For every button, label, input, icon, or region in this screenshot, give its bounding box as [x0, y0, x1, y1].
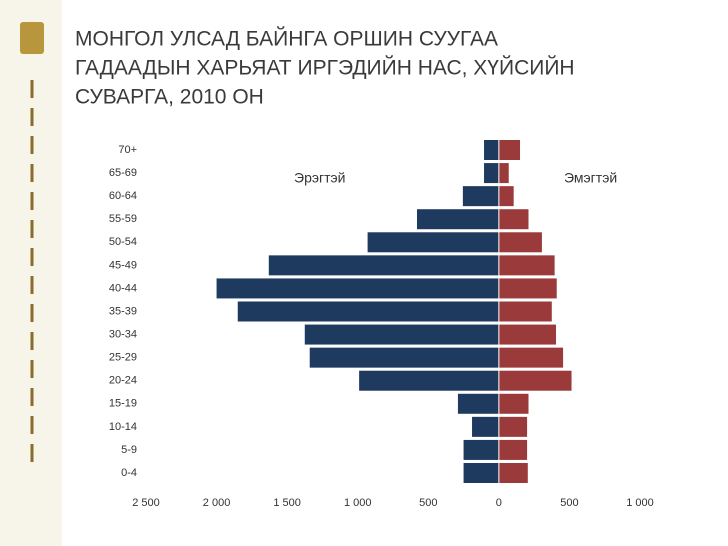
- y-tick-label: 25-29: [109, 352, 137, 364]
- bar: [498, 140, 521, 160]
- bar: [498, 163, 509, 184]
- bar: [367, 232, 499, 253]
- legend-box: [560, 167, 680, 191]
- emblem: [20, 22, 44, 54]
- y-tick-label: 10-14: [109, 421, 137, 433]
- bar: [498, 463, 528, 483]
- y-tick-label: 55-59: [109, 213, 137, 225]
- bar: [359, 370, 499, 391]
- bar: [498, 370, 572, 391]
- bar: [498, 186, 514, 207]
- bar: [498, 439, 528, 460]
- bar: [498, 278, 557, 299]
- bar: [484, 163, 499, 184]
- y-tick-label: 50-54: [109, 236, 137, 248]
- y-tick-label: 15-19: [109, 398, 137, 410]
- bar: [498, 416, 528, 437]
- y-tick-label: 30-34: [109, 328, 137, 340]
- bar: [498, 301, 552, 322]
- chart-title: СУВАРГА, 2010 ОН: [75, 86, 264, 109]
- bar: [498, 324, 557, 345]
- bar: [416, 209, 499, 230]
- y-tick-label: 45-49: [109, 259, 137, 271]
- x-tick-label: 1 500: [273, 497, 301, 509]
- y-tick-label: 5-9: [121, 444, 137, 456]
- y-tick-label: 65-69: [109, 167, 137, 179]
- bar: [498, 209, 529, 230]
- x-tick-label: 0: [496, 497, 502, 509]
- x-tick-label: 500: [419, 497, 437, 509]
- y-tick-label: 60-64: [109, 190, 137, 202]
- y-tick-label: 40-44: [109, 282, 137, 294]
- x-tick-label: 1 000: [626, 497, 654, 509]
- bar: [498, 347, 564, 368]
- bar: [484, 140, 499, 160]
- x-tick-label: 2 000: [203, 497, 231, 509]
- bar: [268, 255, 499, 276]
- chart-title: ГАДААДЫН ХАРЬЯАТ ИРГЭДИЙН НАС, ХҮЙСИЙН: [75, 56, 575, 80]
- x-tick-label: 2 500: [132, 497, 160, 509]
- legend-box: [290, 167, 400, 191]
- bar: [463, 439, 499, 460]
- bar: [462, 186, 499, 207]
- bar: [463, 463, 499, 483]
- bar: [498, 393, 529, 414]
- legend-label: Эмэгтэй: [564, 170, 617, 186]
- x-tick-label: 500: [560, 497, 578, 509]
- bar: [498, 255, 555, 276]
- bar: [457, 393, 499, 414]
- chart-title: МОНГОЛ УЛСАД БАЙНГА ОРШИН СУУГАА: [75, 27, 498, 51]
- bar: [472, 416, 499, 437]
- bar: [309, 347, 499, 368]
- y-tick-label: 20-24: [109, 375, 137, 387]
- bar: [498, 232, 542, 253]
- legend-label: Эрэгтэй: [294, 170, 345, 186]
- y-tick-label: 0-4: [121, 467, 137, 479]
- bar: [304, 324, 499, 345]
- bar: [216, 278, 499, 299]
- y-tick-label: 35-39: [109, 305, 137, 317]
- x-tick-label: 1 000: [344, 497, 372, 509]
- bar: [237, 301, 499, 322]
- y-tick-label: 70+: [118, 144, 137, 156]
